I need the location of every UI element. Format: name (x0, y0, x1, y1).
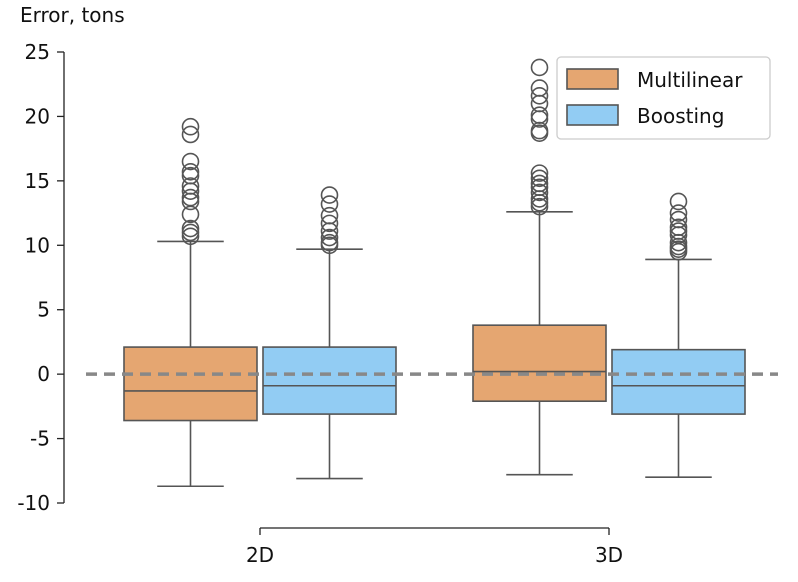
outlier-point (530, 87, 549, 105)
outlier-point (530, 110, 549, 128)
outlier-point (530, 106, 549, 124)
iqr-box (611, 348, 746, 415)
outlier-point (181, 152, 200, 171)
y-axis: -10 -5 0 5 10 15 20 25 (17, 40, 65, 515)
legend-swatch (566, 104, 619, 126)
outlier-point (530, 58, 549, 77)
y-tick-label: -5 (30, 427, 50, 451)
y-tick-label: 20 (25, 104, 50, 128)
outlier-point (530, 193, 549, 212)
outlier-point (181, 219, 200, 238)
outlier-point (181, 227, 200, 246)
outlier-point (530, 190, 549, 208)
outlier-point (181, 125, 200, 144)
iqr-box (123, 346, 258, 422)
box-multilinear-2d (123, 117, 258, 488)
legend-label: Boosting (637, 104, 724, 128)
outlier-point (669, 192, 688, 211)
outlier-point (669, 204, 688, 222)
x-tick-label: 2D (246, 543, 274, 567)
outlier-point (320, 214, 339, 233)
outlier-point (320, 222, 339, 240)
outlier-point (181, 205, 200, 224)
outlier-point (181, 192, 200, 211)
iqr-box (262, 346, 397, 415)
x-tick-label: 3D (595, 543, 623, 567)
legend-label: Multilinear (637, 68, 743, 92)
outlier-point (181, 223, 200, 242)
y-tick-label: 10 (25, 233, 50, 257)
box-multilinear-3d (472, 58, 607, 476)
outlier-point (181, 117, 200, 136)
outlier-point (669, 233, 688, 252)
box-series (123, 58, 746, 488)
iqr-box (472, 324, 607, 403)
outlier-point (530, 183, 549, 202)
outlier-point (669, 242, 688, 261)
outlier-point (181, 163, 200, 181)
y-axis-label: Error, tons (20, 3, 125, 27)
outlier-point (530, 164, 549, 182)
y-tick-label: 0 (37, 362, 50, 386)
box-boosting-3d (611, 192, 746, 479)
legend-swatch (566, 68, 619, 90)
x-axis: 2D 3D (246, 527, 623, 567)
outlier-point (530, 197, 549, 216)
outlier-point (320, 228, 339, 247)
outlier-point (530, 169, 549, 188)
box-boosting-2d (262, 186, 397, 480)
outlier-point (320, 236, 339, 255)
outlier-point (320, 186, 339, 204)
outlier-point (181, 182, 200, 200)
y-tick-label: 25 (25, 40, 50, 64)
outlier-point (530, 124, 549, 142)
outlier-point (320, 195, 339, 213)
y-tick-label: 15 (25, 169, 50, 193)
y-tick-label: 5 (37, 298, 50, 322)
legend: Multilinear Boosting (556, 56, 771, 140)
y-tick-label: -10 (17, 491, 50, 515)
